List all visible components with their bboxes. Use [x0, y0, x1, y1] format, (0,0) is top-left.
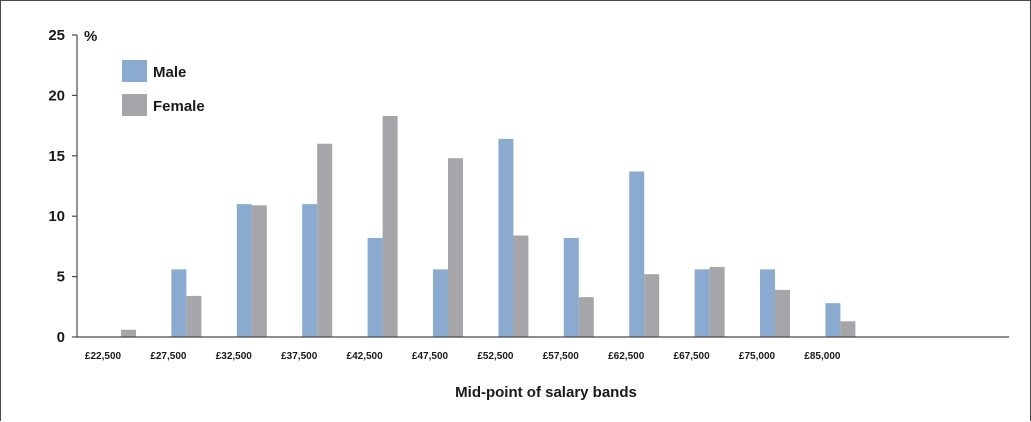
- bar-female-3: [251, 205, 267, 337]
- bar-male-7: [498, 138, 514, 337]
- bar-male-2: [171, 269, 187, 337]
- y-tick-label: 10: [48, 208, 65, 225]
- bar-female-1: [121, 329, 136, 337]
- x-ticks-layer: £22,500 £27,500 £32,500 £37,500 £42,500 £47,5…: [85, 351, 841, 362]
- bar-male-10: [694, 269, 710, 337]
- legend: Male Female: [122, 60, 205, 116]
- bars-layer: [121, 115, 856, 337]
- bar-male-9: [629, 171, 645, 337]
- y-tick-label: 25: [48, 27, 65, 44]
- x-tick-label: £32,500: [216, 351, 253, 362]
- x-tick-label: £62,500: [608, 351, 645, 362]
- y-axis-unit-label: %: [84, 28, 97, 45]
- legend-label-male: Male: [153, 64, 186, 81]
- bar-female-12: [840, 321, 856, 337]
- bar-female-5: [382, 115, 398, 337]
- y-tick-label: 5: [57, 269, 65, 286]
- bar-male-4: [302, 204, 318, 337]
- x-axis-title: Mid-point of salary bands: [455, 384, 637, 401]
- bar-female-7: [513, 235, 529, 337]
- x-tick-label: £22,500: [85, 351, 122, 362]
- x-tick-label: £67,500: [674, 351, 711, 362]
- legend-swatch-male: [122, 60, 147, 82]
- bar-female-11: [775, 289, 790, 337]
- bar-female-6: [448, 158, 463, 337]
- bar-female-4: [317, 143, 333, 337]
- x-tick-label: £52,500: [477, 351, 514, 362]
- y-tick-label: 0: [57, 329, 65, 346]
- x-tick-label: £42,500: [347, 351, 384, 362]
- bar-female-8: [578, 297, 594, 337]
- bar-female-2: [186, 295, 202, 337]
- bar-male-5: [367, 237, 383, 337]
- legend-swatch-female: [122, 94, 147, 116]
- bar-male-11: [760, 269, 775, 337]
- x-tick-label: £47,500: [412, 351, 449, 362]
- x-tick-label: £57,500: [543, 351, 580, 362]
- bar-male-6: [433, 269, 448, 337]
- bar-female-9: [644, 274, 660, 337]
- x-tick-label: £85,000: [804, 351, 841, 362]
- y-ticks-layer: 0 5 10 15 20 25: [48, 27, 77, 346]
- x-tick-label: £37,500: [281, 351, 318, 362]
- bar-male-12: [825, 303, 841, 337]
- x-tick-label: £27,500: [150, 351, 187, 362]
- bar-male-8: [563, 237, 579, 337]
- legend-label-female: Female: [153, 98, 205, 115]
- bar-female-10: [709, 266, 725, 337]
- bar-male-3: [236, 204, 252, 337]
- y-tick-label: 20: [48, 87, 65, 104]
- y-tick-label: 15: [48, 148, 65, 165]
- x-tick-label: £75,000: [739, 351, 776, 362]
